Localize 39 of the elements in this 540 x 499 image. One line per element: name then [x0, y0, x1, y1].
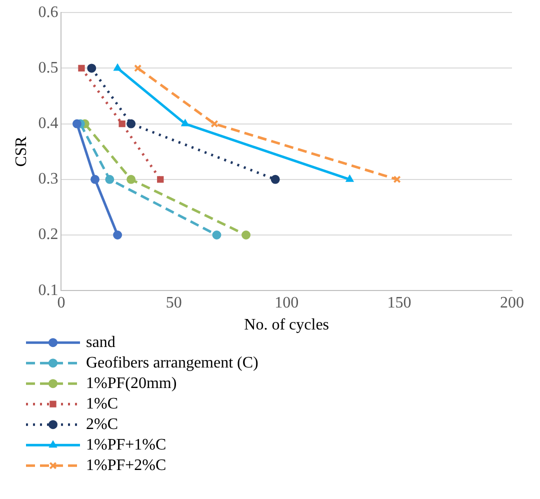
x-tick-label: 200 [500, 294, 524, 312]
point [157, 176, 164, 183]
y-tick-label: 0.2 [38, 226, 58, 244]
x-tick-label: 0 [57, 294, 66, 312]
x-tick-label: 100 [274, 294, 299, 312]
x-tick-label: 50 [166, 294, 182, 312]
point [212, 230, 222, 240]
legend-label: 1%PF+2%C [86, 456, 166, 474]
point [126, 119, 136, 128]
point [118, 120, 126, 128]
point [134, 64, 142, 72]
point [181, 119, 190, 126]
y-axis-title: CSR [12, 136, 30, 167]
point [87, 64, 96, 73]
y-tick-label: 0.5 [38, 59, 58, 76]
point [242, 230, 251, 240]
legend-label: 2%C [86, 416, 118, 433]
y-tick-label: 0.3 [38, 170, 58, 188]
x-axis-title: No. of cycles [244, 316, 330, 334]
point [90, 174, 100, 184]
y-tick-label: 0.1 [38, 282, 58, 299]
y-tick-label: 0.4 [38, 115, 58, 132]
point [210, 120, 218, 128]
point [114, 64, 122, 71]
point [105, 174, 114, 184]
legend-label: 1%C [86, 395, 118, 412]
legend-label: 1%PF+1%C [86, 436, 166, 454]
point [346, 174, 354, 182]
point [270, 174, 280, 184]
point [72, 119, 82, 128]
point [78, 64, 85, 72]
legend-label: sand [86, 334, 116, 351]
legend-label: 1%PF(20mm) [86, 374, 177, 392]
point [126, 174, 136, 184]
x-tick-label: 150 [387, 294, 412, 312]
y-tick-label: 0.6 [38, 4, 58, 21]
point [393, 176, 401, 184]
point [113, 230, 122, 240]
legend-label: Geofibers arrangement (C) [86, 354, 258, 372]
